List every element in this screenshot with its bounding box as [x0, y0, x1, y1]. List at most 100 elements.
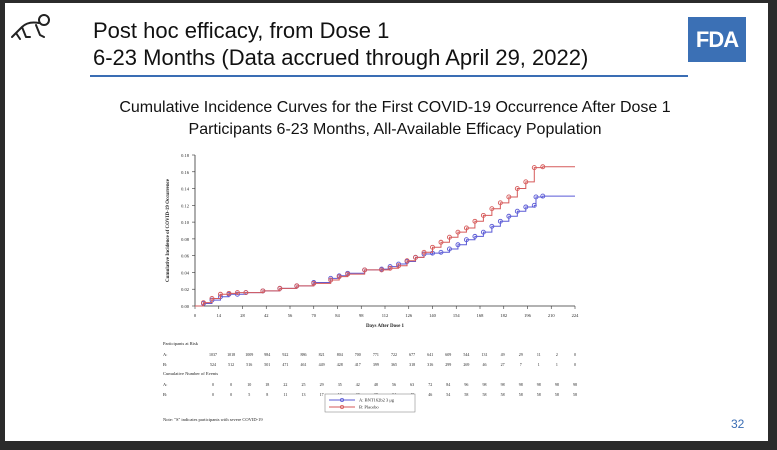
risk-table-cell: 1: [556, 362, 558, 367]
x-tick-label: 98: [359, 313, 364, 318]
events-table-cell: 54: [446, 392, 450, 397]
events-table-cell: 72: [428, 382, 432, 387]
x-tick-label: 112: [382, 313, 389, 318]
risk-table-cell: 27: [501, 362, 505, 367]
data-point: [447, 234, 452, 240]
data-point: [455, 229, 461, 235]
data-point: [396, 263, 402, 269]
risk-table-cell: 0: [574, 362, 576, 367]
risk-table-cell: 417: [355, 362, 361, 367]
risk-table-cell: 471: [282, 362, 288, 367]
y-tick-label: 0.04: [181, 270, 190, 275]
events-table-cell: 96: [464, 382, 468, 387]
data-point: [506, 194, 512, 200]
events-table-cell: 35: [338, 382, 342, 387]
slide: Post hoc efficacy, from Dose 1 6-23 Mont…: [5, 3, 768, 441]
data-point: [514, 186, 520, 192]
data-point: [463, 225, 469, 231]
x-tick-label: 70: [312, 313, 317, 318]
events-table-cell: 25: [302, 382, 306, 387]
data-point: [217, 291, 223, 297]
risk-table-cell: 2: [556, 352, 558, 357]
data-point: [294, 283, 300, 289]
data-point: [234, 290, 240, 296]
events-table-cell: 58: [573, 392, 577, 397]
events-table-cell: 58: [501, 392, 505, 397]
data-point: [472, 233, 478, 239]
events-table-cell: 58: [555, 392, 559, 397]
risk-table-cell: 516: [246, 362, 252, 367]
risk-table-row-label: A:: [163, 352, 168, 357]
data-point: [497, 218, 503, 224]
risk-table-cell: 7: [520, 362, 522, 367]
chart-subtitle-line-2: Participants 6-23 Months, All-Available …: [188, 121, 602, 138]
data-point: [438, 249, 444, 255]
events-table-header: Cumulative Number of Events: [163, 371, 218, 376]
risk-table-cell: 1009: [245, 352, 253, 357]
legend-swatch-marker: [339, 404, 344, 409]
events-table-cell: 98: [573, 382, 577, 387]
events-table-cell: 58: [537, 392, 541, 397]
risk-table-cell: 318: [409, 362, 415, 367]
risk-table-cell: 922: [282, 352, 288, 357]
cumulative-incidence-chart: 0.00 0.02 0.04 0.06 0.08 0.10 0.12 0.14 0.16 0.18…: [163, 153, 579, 422]
x-tick-label: 42: [264, 313, 269, 318]
risk-table-cell: 677: [409, 352, 415, 357]
risk-table-cell: 984: [264, 352, 270, 357]
legend-entry: B: Placebo: [359, 405, 379, 410]
events-table-cell: 0: [212, 382, 214, 387]
events-table-cell: 5: [248, 392, 250, 397]
events-table-cell: 46: [428, 392, 432, 397]
legend-entry: A: BNT162b2 3 μg: [359, 398, 395, 403]
risk-table-cell: 269: [463, 362, 469, 367]
risk-table-row-label: B:: [163, 362, 167, 367]
y-tick-label: 0.12: [181, 203, 189, 208]
risk-table-cell: 821: [319, 352, 325, 357]
y-axis-label: Cumulative Incidence of COVID-19 Occurre…: [166, 178, 171, 282]
y-tick-label: 0.00: [181, 304, 190, 309]
events-table-row-label: B:: [163, 392, 167, 397]
risk-table-cell: 722: [391, 352, 397, 357]
risk-table-cell: 524: [210, 362, 216, 367]
y-tick-label: 0.14: [181, 187, 190, 192]
data-point: [243, 290, 249, 296]
data-point: [489, 206, 495, 212]
risk-table-cell: 449: [319, 362, 325, 367]
events-table-cell: 29: [320, 382, 324, 387]
y-tick-label: 0.10: [181, 220, 190, 225]
events-table-cell: 0: [230, 392, 232, 397]
events-table-cell: 22: [283, 382, 287, 387]
series-line-vaccine: [195, 195, 575, 307]
data-point: [201, 300, 206, 306]
data-point: [277, 285, 283, 291]
risk-table-cell: 700: [355, 352, 361, 357]
risk-table-cell: 641: [427, 352, 433, 357]
data-point: [533, 194, 539, 200]
x-tick-label: 14: [217, 313, 222, 318]
events-table-cell: 98: [483, 382, 487, 387]
events-table-cell: 17: [320, 392, 324, 397]
x-tick-label: 0: [194, 313, 197, 318]
events-table-cell: 10: [247, 382, 251, 387]
risk-table-cell: 428: [337, 362, 343, 367]
crawling-baby-icon: [11, 14, 50, 40]
events-table-cell: 56: [392, 382, 396, 387]
data-point: [209, 296, 215, 301]
data-point: [362, 267, 368, 273]
risk-table-cell: 609: [445, 352, 451, 357]
data-point: [328, 277, 334, 283]
data-point: [455, 242, 461, 248]
events-table-cell: 58: [519, 392, 523, 397]
events-table-cell: 58: [464, 392, 468, 397]
events-table-row-label: A:: [163, 382, 168, 387]
data-point: [531, 202, 537, 208]
events-table-cell: 18: [265, 382, 269, 387]
risk-table-cell: 771: [373, 352, 379, 357]
events-table-cell: 0: [212, 392, 214, 397]
data-point: [480, 229, 486, 235]
data-point: [497, 200, 503, 206]
risk-table-cell: 0: [574, 352, 576, 357]
events-table-cell: 63: [410, 382, 414, 387]
chart-legend: A: BNT162b2 3 μg B: Placebo: [324, 393, 416, 413]
risk-table-cell: 544: [463, 352, 469, 357]
